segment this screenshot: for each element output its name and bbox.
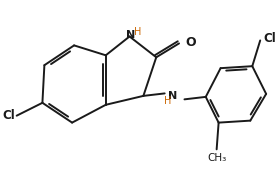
Text: Cl: Cl [263, 32, 276, 45]
Text: N: N [126, 30, 135, 41]
Text: H: H [164, 96, 171, 106]
Text: Cl: Cl [2, 109, 15, 122]
Text: CH₃: CH₃ [207, 153, 226, 163]
Text: N: N [168, 91, 177, 101]
Text: O: O [185, 36, 196, 49]
Text: H: H [134, 27, 141, 37]
